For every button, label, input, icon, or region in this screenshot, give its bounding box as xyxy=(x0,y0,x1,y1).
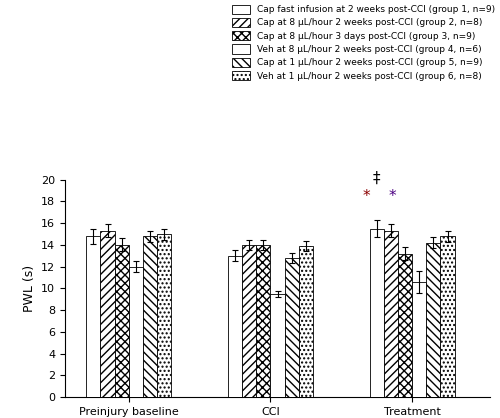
Bar xyxy=(440,236,454,397)
Bar xyxy=(129,267,143,397)
Text: *: * xyxy=(388,189,396,204)
Text: ‡: ‡ xyxy=(373,171,380,186)
Bar xyxy=(370,229,384,397)
Bar xyxy=(143,236,157,397)
Bar xyxy=(157,234,171,397)
Bar xyxy=(100,231,114,397)
Legend: Cap fast infusion at 2 weeks post-CCI (group 1, n=9), Cap at 8 μL/hour 2 weeks p: Cap fast infusion at 2 weeks post-CCI (g… xyxy=(232,5,495,81)
Y-axis label: PWL (s): PWL (s) xyxy=(22,265,36,312)
Bar xyxy=(426,243,440,397)
Text: *: * xyxy=(363,189,370,204)
Bar xyxy=(384,231,398,397)
Bar xyxy=(86,236,101,397)
Bar xyxy=(412,282,426,397)
Bar xyxy=(284,258,298,397)
Bar xyxy=(398,254,412,397)
Bar xyxy=(228,256,242,397)
Bar xyxy=(114,245,129,397)
Bar xyxy=(242,245,256,397)
Bar xyxy=(256,245,270,397)
Bar xyxy=(270,294,284,397)
Bar xyxy=(299,246,313,397)
